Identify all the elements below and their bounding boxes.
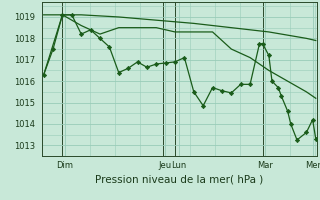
X-axis label: Pression niveau de la mer( hPa ): Pression niveau de la mer( hPa ) xyxy=(95,174,263,184)
